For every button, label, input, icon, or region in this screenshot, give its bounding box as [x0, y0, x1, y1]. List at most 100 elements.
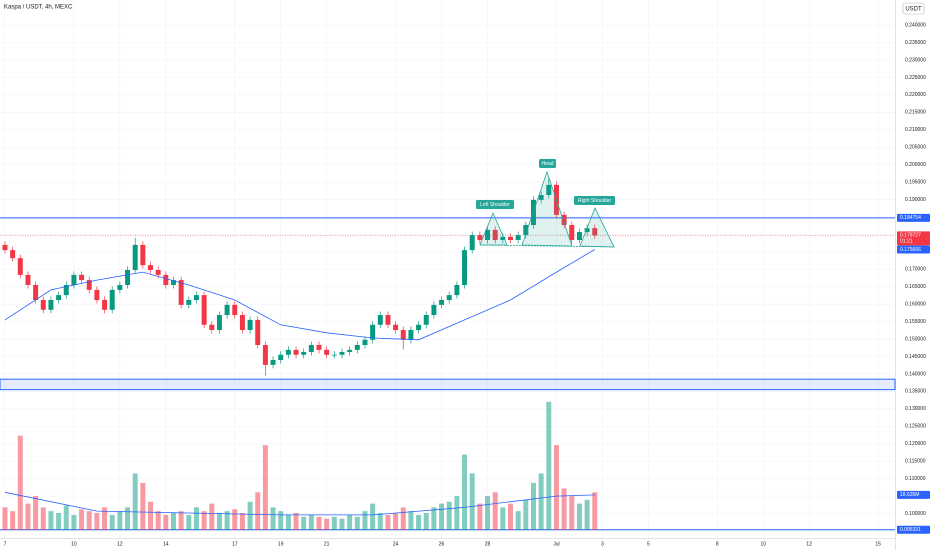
y-tick-label: 0.160000	[905, 302, 926, 308]
volume-bar	[262, 445, 268, 530]
volume-bar	[485, 496, 491, 530]
y-tick-label: 0.165000	[905, 284, 926, 290]
candle-body	[255, 319, 261, 345]
volume-bar	[270, 507, 276, 530]
ma-tag	[897, 245, 930, 254]
volume-bar	[515, 511, 521, 530]
volume-bar	[186, 514, 192, 530]
volume-bar	[469, 473, 475, 530]
y-tick-label: 0.110000	[905, 476, 926, 482]
candle-body	[485, 229, 491, 240]
volume-bar	[400, 507, 406, 530]
candle-body	[523, 225, 529, 236]
candle-body	[193, 295, 199, 300]
candle-body	[170, 280, 176, 285]
y-tick-label: 0.235000	[905, 40, 926, 46]
x-tick-label: 5	[647, 541, 650, 547]
candle-body	[431, 304, 437, 315]
candle-body	[86, 280, 92, 290]
volume-bar	[285, 514, 291, 530]
candle-body	[262, 345, 268, 365]
volume-bar	[561, 488, 567, 530]
candle-body	[308, 345, 314, 352]
candle-body	[17, 258, 23, 275]
y-tick-label: 0.145000	[905, 354, 926, 360]
candle-body	[576, 231, 582, 240]
x-tick-label: Jul	[553, 541, 559, 547]
candle-body	[339, 351, 345, 355]
volume-bar	[362, 511, 368, 530]
candle-body	[347, 349, 353, 352]
candle-body	[385, 315, 391, 325]
level-label: 0.184754	[900, 215, 921, 221]
y-tick-label: 0.120000	[905, 441, 926, 447]
volume-bar	[393, 513, 399, 530]
volume-bar	[239, 513, 245, 530]
volume-bar	[538, 473, 544, 530]
candle-body	[400, 330, 406, 340]
candle-body	[117, 285, 123, 290]
candle-body	[439, 300, 445, 305]
volume-bar	[523, 499, 529, 530]
volume-bar	[2, 507, 8, 530]
candle-body	[278, 354, 284, 360]
x-tick-label: 24	[393, 541, 399, 547]
x-tick-label: 12	[806, 541, 812, 547]
volume-bar	[193, 507, 199, 530]
x-tick-label: 3	[601, 541, 604, 547]
candle-body	[285, 349, 291, 355]
candle-body	[63, 285, 69, 296]
y-tick-label: 0.240000	[905, 22, 926, 28]
candle-body	[186, 300, 192, 305]
volume-bar	[592, 492, 598, 530]
volume-bar	[423, 513, 429, 530]
y-tick-label: 0.190000	[905, 197, 926, 203]
y-tick-label: 0.215000	[905, 110, 926, 116]
y-tick-label: 0.220000	[905, 92, 926, 98]
volume-bar	[385, 514, 391, 530]
volume-bar	[446, 501, 452, 530]
volume-bar	[132, 473, 138, 530]
volume-bar	[25, 503, 31, 530]
pattern: Left Shoulder Head Right Shoulder	[476, 159, 615, 248]
volume-bar	[500, 507, 506, 530]
countdown: 01:21	[900, 239, 913, 245]
volume-bar	[79, 509, 85, 530]
candle-body	[362, 339, 368, 345]
currency[interactable]: USDT	[905, 7, 922, 13]
x-tick-label: 14	[163, 541, 169, 547]
volume-bar	[301, 516, 307, 530]
volume-bar	[148, 501, 153, 530]
y-tick-label: 0.195000	[905, 179, 926, 185]
x-tick-label: 10	[71, 541, 77, 547]
candle-body	[454, 285, 460, 296]
x-tick-label: 15	[875, 541, 881, 547]
candle-body	[209, 324, 215, 330]
volume-bar	[48, 511, 54, 530]
volume-bar	[216, 513, 222, 530]
volume-bar	[56, 513, 62, 530]
x-tick-label: 26	[439, 541, 445, 547]
volume-bar	[109, 514, 115, 530]
candle-body	[301, 351, 307, 355]
y-tick-label: 0.200000	[905, 162, 926, 168]
volume-bar	[546, 401, 552, 530]
x-tick-label: 10	[760, 541, 766, 547]
volume-bar	[293, 513, 299, 530]
volume-bar	[140, 482, 146, 530]
candle-body	[94, 289, 100, 300]
candle-body	[56, 295, 62, 300]
currency-button[interactable]	[902, 2, 925, 15]
candle-body	[324, 349, 330, 355]
volume-bar	[553, 445, 559, 530]
volume-bar	[71, 514, 77, 530]
volume-bar	[492, 492, 498, 530]
label-box	[539, 159, 556, 168]
volume-bar	[354, 516, 360, 530]
candle-body	[492, 229, 498, 240]
volume-bar	[316, 516, 322, 530]
candle-body	[239, 315, 245, 330]
candle-body	[155, 270, 161, 275]
candle-body	[538, 195, 544, 200]
